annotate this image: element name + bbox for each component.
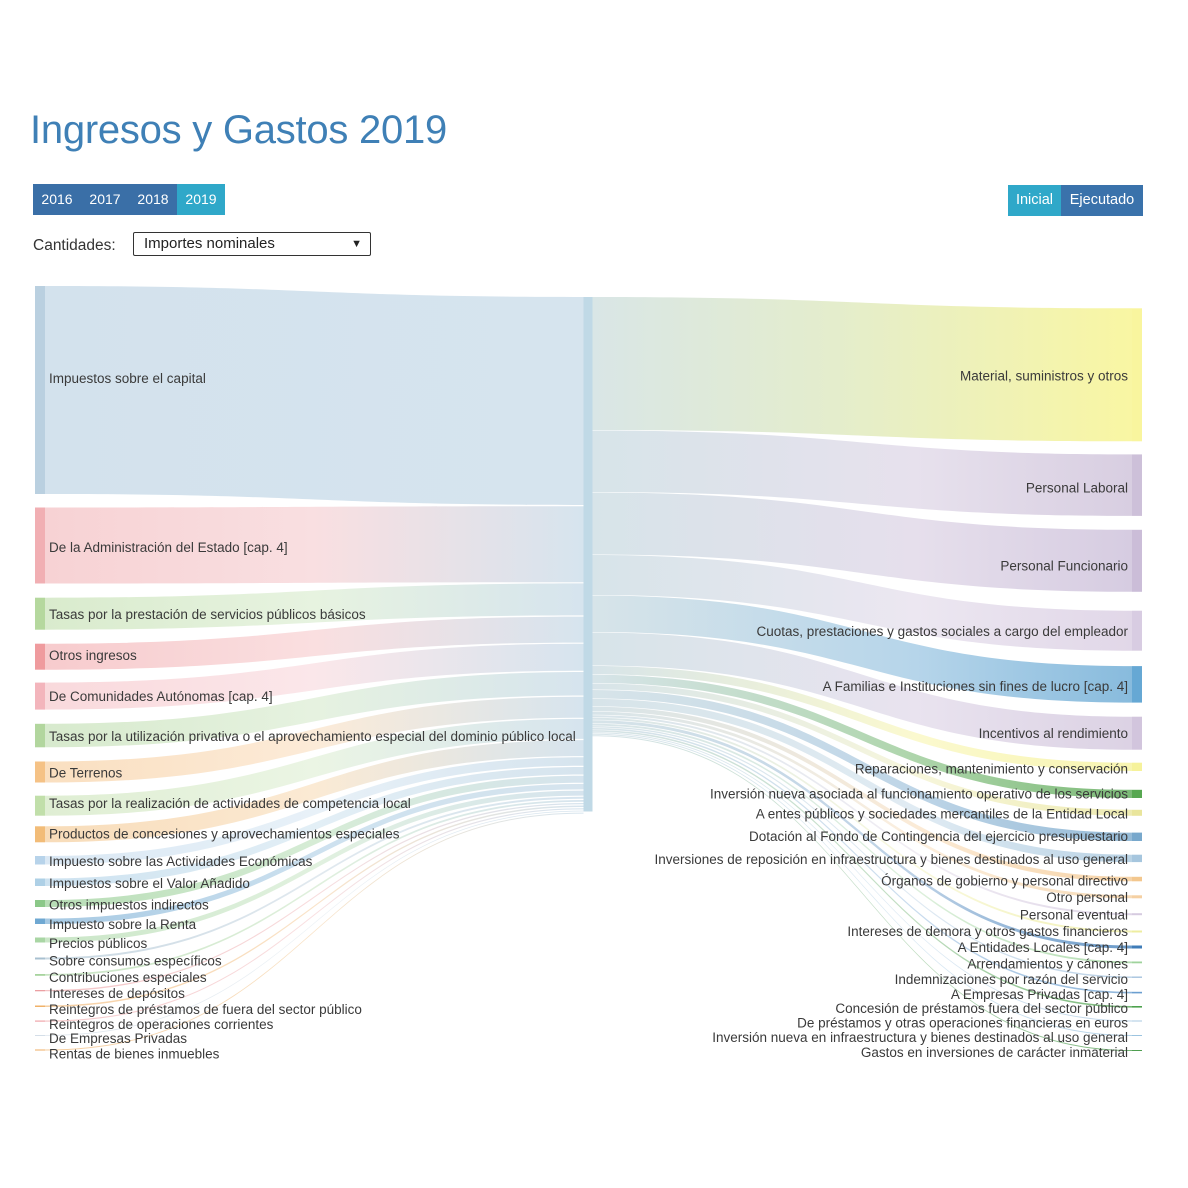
svg-text:A entes públicos y sociedades: A entes públicos y sociedades mercantile…	[756, 807, 1128, 822]
svg-text:Reparaciones, mantenimiento y: Reparaciones, mantenimiento y conservaci…	[855, 762, 1128, 777]
svg-text:A Empresas Privadas [cap. 4]: A Empresas Privadas [cap. 4]	[951, 987, 1128, 1002]
svg-text:Inversiones de reposición en i: Inversiones de reposición en infraestruc…	[654, 852, 1128, 867]
svg-text:Inversión nueva en infraestruc: Inversión nueva en infraestructura y bie…	[712, 1030, 1128, 1045]
svg-text:Dotación al Fondo de Contingen: Dotación al Fondo de Contingencia del ej…	[749, 829, 1128, 844]
svg-text:A Entidades Locales [cap. 4]: A Entidades Locales [cap. 4]	[958, 940, 1128, 955]
svg-text:Intereses de demora y otros ga: Intereses de demora y otros gastos finan…	[847, 924, 1128, 939]
svg-text:Impuestos sobre el Valor Añadi: Impuestos sobre el Valor Añadido	[49, 876, 250, 891]
svg-text:De Empresas Privadas: De Empresas Privadas	[49, 1031, 187, 1046]
svg-text:Material, suministros y otros: Material, suministros y otros	[960, 369, 1128, 384]
svg-text:Reintegros de préstamos de fue: Reintegros de préstamos de fuera del sec…	[49, 1002, 362, 1017]
svg-text:Otros impuestos indirectos: Otros impuestos indirectos	[49, 898, 209, 913]
svg-text:Inversión nueva asociada al fu: Inversión nueva asociada al funcionamien…	[710, 787, 1128, 802]
svg-text:Tasas por la prestación de ser: Tasas por la prestación de servicios púb…	[49, 607, 366, 622]
svg-text:Tasas por la realización de ac: Tasas por la realización de actividades …	[49, 796, 411, 811]
svg-text:Personal Funcionario: Personal Funcionario	[1000, 559, 1128, 574]
svg-text:Sobre consumos específicos: Sobre consumos específicos	[49, 954, 222, 969]
svg-text:De Comunidades Autónomas [cap.: De Comunidades Autónomas [cap. 4]	[49, 689, 273, 704]
svg-text:Productos de concesiones y apr: Productos de concesiones y aprovechamien…	[49, 827, 400, 842]
svg-text:Rentas de bienes inmuebles: Rentas de bienes inmuebles	[49, 1047, 220, 1062]
svg-text:Gastos en inversiones de carác: Gastos en inversiones de carácter inmate…	[861, 1045, 1128, 1060]
svg-text:Precios públicos: Precios públicos	[49, 936, 148, 951]
svg-text:Arrendamientos y cánones: Arrendamientos y cánones	[967, 957, 1128, 972]
svg-text:Concesión de préstamos fuera d: Concesión de préstamos fuera del sector …	[835, 1001, 1128, 1016]
svg-text:Otros ingresos: Otros ingresos	[49, 648, 137, 663]
svg-text:De préstamos y otras operacion: De préstamos y otras operaciones financi…	[797, 1015, 1128, 1030]
svg-text:Personal eventual: Personal eventual	[1020, 908, 1128, 923]
svg-text:Impuestos sobre el capital: Impuestos sobre el capital	[49, 371, 206, 386]
svg-text:Impuesto sobre la Renta: Impuesto sobre la Renta	[49, 917, 197, 932]
svg-text:Intereses de depósitos: Intereses de depósitos	[49, 986, 185, 1001]
svg-text:Contribuciones especiales: Contribuciones especiales	[49, 970, 207, 985]
svg-text:Impuesto sobre las Actividades: Impuesto sobre las Actividades Económica…	[49, 854, 313, 869]
svg-text:Personal Laboral: Personal Laboral	[1026, 481, 1128, 496]
svg-text:Reintegros de operaciones corr: Reintegros de operaciones corrientes	[49, 1017, 274, 1032]
svg-text:Órganos de gobierno y personal: Órganos de gobierno y personal directivo	[881, 873, 1128, 888]
svg-text:Otro personal: Otro personal	[1046, 890, 1128, 905]
svg-text:Indemnizaciones por razón del: Indemnizaciones por razón del servicio	[895, 972, 1128, 987]
svg-text:Cuotas, prestaciones y gastos: Cuotas, prestaciones y gastos sociales a…	[757, 624, 1129, 639]
svg-text:Tasas por la utilización priva: Tasas por la utilización privativa o el …	[49, 729, 576, 744]
svg-text:De la Administración del Estad: De la Administración del Estado [cap. 4]	[49, 540, 288, 555]
svg-text:A Familias e Instituciones sin: A Familias e Instituciones sin fines de …	[823, 679, 1128, 694]
svg-text:Incentivos al rendimiento: Incentivos al rendimiento	[979, 726, 1128, 741]
svg-text:De Terrenos: De Terrenos	[49, 766, 123, 781]
